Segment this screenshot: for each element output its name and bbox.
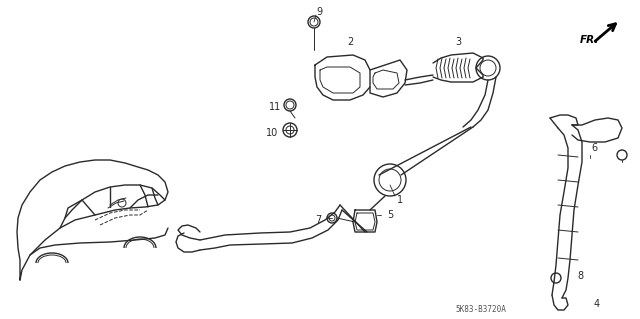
Text: 9: 9 bbox=[316, 7, 322, 17]
Text: 10: 10 bbox=[266, 128, 278, 138]
Text: 3: 3 bbox=[455, 37, 461, 47]
Text: 5: 5 bbox=[387, 210, 393, 220]
Text: 1: 1 bbox=[397, 195, 403, 205]
Text: 5K83-B3720A: 5K83-B3720A bbox=[455, 306, 506, 315]
Text: FR.: FR. bbox=[580, 35, 600, 45]
Text: 4: 4 bbox=[594, 299, 600, 309]
Text: 8: 8 bbox=[577, 271, 583, 281]
Text: 2: 2 bbox=[347, 37, 353, 47]
Text: 11: 11 bbox=[269, 102, 281, 112]
Text: 6: 6 bbox=[591, 143, 597, 153]
Text: 7: 7 bbox=[315, 215, 321, 225]
